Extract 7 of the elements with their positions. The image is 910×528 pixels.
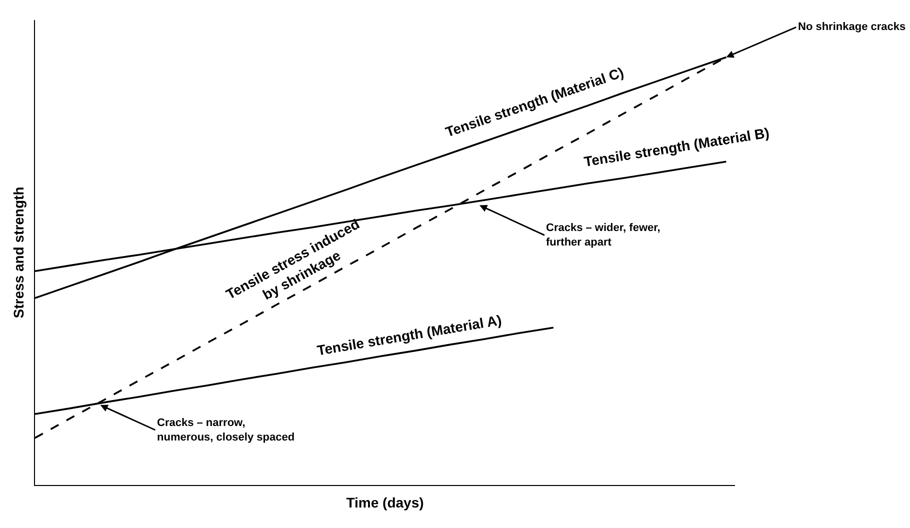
y-axis-title: Stress and strength [10,186,26,318]
annotation: Cracks – narrow, numerous, closely spaced [157,417,295,444]
text: Tensile strength (Material A) [316,312,503,358]
text: Tensile strength (Material B) [582,124,770,170]
x-axis-title: Time (days) [346,494,424,510]
annotation: Cracks – wider, fewer, further apart [546,222,660,248]
text: No shrinkage cracks [798,21,906,33]
